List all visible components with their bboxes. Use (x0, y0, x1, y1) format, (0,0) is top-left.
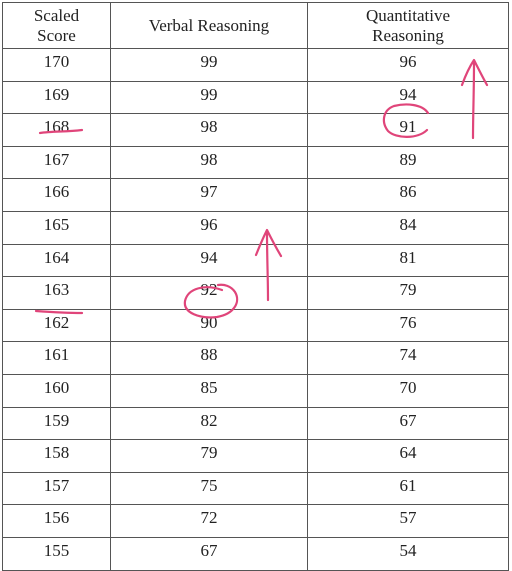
scaled-score-cell: 165 (2, 210, 111, 245)
quant-percentile-cell: 54 (307, 536, 509, 571)
quant-percentile-cell: 70 (307, 373, 509, 408)
quant-percentile-cell: 79 (307, 276, 509, 310)
table-row: 155 67 54 (2, 536, 509, 571)
verbal-percentile-cell: 96 (110, 210, 308, 245)
verbal-percentile-cell: 79 (110, 439, 308, 473)
scaled-score-cell: 157 (2, 471, 111, 506)
table-row: 162 90 76 (2, 308, 509, 343)
table-row: 170 99 96 (2, 48, 509, 82)
verbal-percentile-cell: 99 (110, 48, 308, 82)
verbal-percentile-cell: 90 (110, 308, 308, 343)
scaled-score-cell: 158 (2, 439, 111, 473)
table-row: 160 85 70 (2, 373, 509, 408)
table-row: 166 97 86 (2, 178, 509, 212)
quant-percentile-cell: 61 (307, 471, 509, 506)
header-row: Scaled Score Verbal Reasoning Quantitati… (2, 2, 509, 49)
scaled-score-cell: 170 (2, 48, 111, 82)
table-row: 156 72 57 (2, 504, 509, 538)
scaled-score-cell: 163 (2, 276, 111, 310)
quant-percentile-cell: 81 (307, 243, 509, 278)
verbal-percentile-cell: 98 (110, 145, 308, 180)
verbal-percentile-cell: 98 (110, 113, 308, 147)
quant-percentile-cell: 84 (307, 210, 509, 245)
verbal-percentile-cell: 88 (110, 341, 308, 375)
scaled-score-cell: 164 (2, 243, 111, 278)
table-row: 158 79 64 (2, 439, 509, 473)
verbal-percentile-cell: 94 (110, 243, 308, 278)
scaled-score-cell: 161 (2, 341, 111, 375)
quant-percentile-cell: 76 (307, 308, 509, 343)
table-row: 164 94 81 (2, 243, 509, 278)
scaled-score-cell: 159 (2, 406, 111, 441)
verbal-percentile-cell: 85 (110, 373, 308, 408)
quant-percentile-cell: 94 (307, 80, 509, 115)
table-row: 169 99 94 (2, 80, 509, 115)
scaled-score-cell: 169 (2, 80, 111, 115)
quant-percentile-cell: 67 (307, 406, 509, 441)
table-row: 161 88 74 (2, 341, 509, 375)
verbal-percentile-cell: 99 (110, 80, 308, 115)
scaled-score-cell: 156 (2, 504, 111, 538)
table-row: 167 98 89 (2, 145, 509, 180)
quant-percentile-cell: 89 (307, 145, 509, 180)
header-quantitative-reasoning: Quantitative Reasoning (307, 2, 509, 49)
verbal-percentile-cell: 92 (110, 276, 308, 310)
verbal-percentile-cell: 82 (110, 406, 308, 441)
scaled-score-cell: 155 (2, 536, 111, 571)
header-scaled-score: Scaled Score (2, 2, 111, 49)
quant-percentile-cell: 86 (307, 178, 509, 212)
quant-percentile-cell: 64 (307, 439, 509, 473)
scaled-score-cell: 166 (2, 178, 111, 212)
table-row: 165 96 84 (2, 210, 509, 245)
quant-percentile-cell: 91 (307, 113, 509, 147)
table-row: 157 75 61 (2, 471, 509, 506)
quant-percentile-cell: 74 (307, 341, 509, 375)
quant-percentile-cell: 57 (307, 504, 509, 538)
table-row: 168 98 91 (2, 113, 509, 147)
table-row: 163 92 79 (2, 276, 509, 310)
table-row: 159 82 67 (2, 406, 509, 441)
verbal-percentile-cell: 67 (110, 536, 308, 571)
quant-percentile-cell: 96 (307, 48, 509, 82)
scaled-score-cell: 160 (2, 373, 111, 408)
verbal-percentile-cell: 72 (110, 504, 308, 538)
header-verbal-reasoning: Verbal Reasoning (110, 2, 308, 49)
verbal-percentile-cell: 75 (110, 471, 308, 506)
scaled-score-cell: 162 (2, 308, 111, 343)
verbal-percentile-cell: 97 (110, 178, 308, 212)
scaled-score-cell: 167 (2, 145, 111, 180)
scaled-score-cell: 168 (2, 113, 111, 147)
